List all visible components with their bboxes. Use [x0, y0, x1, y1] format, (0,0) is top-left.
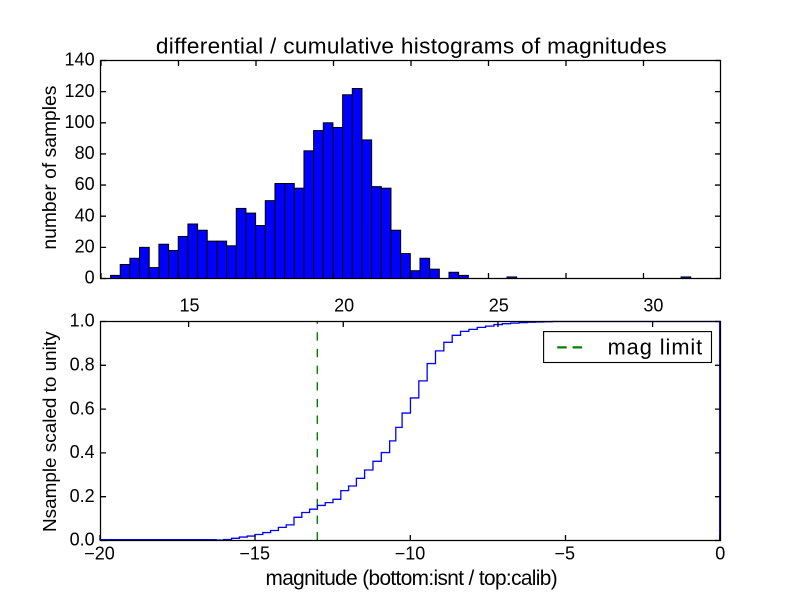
svg-text:Nsample scaled to unity: Nsample scaled to unity — [40, 331, 61, 532]
svg-text:0.4: 0.4 — [70, 442, 95, 462]
svg-text:number of samples: number of samples — [40, 86, 61, 250]
svg-text:differential / cumulative hist: differential / cumulative histograms of … — [156, 33, 667, 58]
svg-text:120: 120 — [65, 81, 95, 101]
svg-text:0.6: 0.6 — [70, 398, 95, 418]
svg-text:20: 20 — [75, 237, 95, 257]
svg-text:60: 60 — [75, 174, 95, 194]
svg-text:0.2: 0.2 — [70, 486, 95, 506]
svg-text:15: 15 — [179, 296, 199, 316]
svg-text:80: 80 — [75, 143, 95, 163]
svg-text:40: 40 — [75, 205, 95, 225]
svg-text:25: 25 — [489, 296, 509, 316]
svg-text:1.0: 1.0 — [70, 311, 95, 331]
svg-text:magnitude (bottom:isnt / top:c: magnitude (bottom:isnt / top:calib) — [266, 567, 558, 590]
svg-text:140: 140 — [65, 50, 95, 70]
svg-text:−15: −15 — [239, 544, 270, 564]
svg-text:−20: −20 — [84, 544, 115, 564]
svg-text:0.8: 0.8 — [70, 355, 95, 375]
svg-text:−5: −5 — [555, 544, 576, 564]
svg-text:30: 30 — [643, 296, 663, 316]
svg-text:20: 20 — [334, 296, 354, 316]
svg-text:100: 100 — [65, 112, 95, 132]
svg-text:mag limit: mag limit — [608, 335, 704, 360]
svg-text:0: 0 — [85, 268, 95, 288]
svg-text:−10: −10 — [395, 544, 426, 564]
svg-text:0.0: 0.0 — [70, 530, 95, 550]
svg-text:0: 0 — [715, 544, 725, 564]
